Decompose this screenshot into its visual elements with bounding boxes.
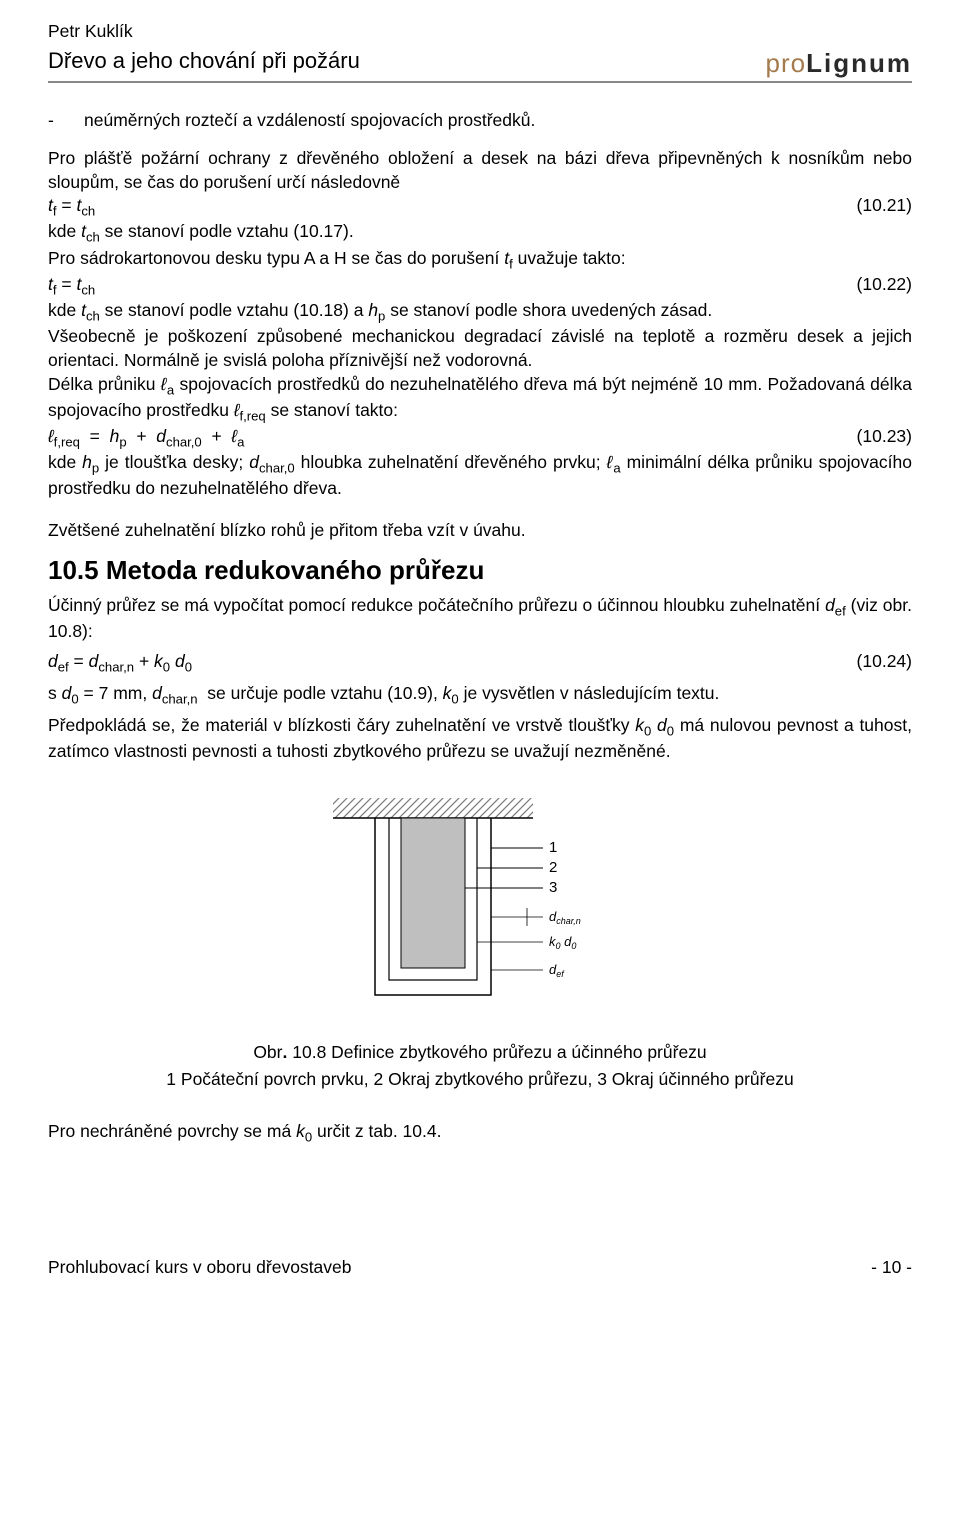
author-name: Petr Kuklík <box>48 20 912 44</box>
bullet-list-item: - neúměrných roztečí a vzdáleností spojo… <box>48 109 912 133</box>
paragraph-13: Pro nechráněné povrchy se má k0 určit z … <box>48 1120 912 1146</box>
fig-label-1: 1 <box>549 839 557 856</box>
p6a: Délka průniku <box>48 374 161 394</box>
brand-lignum: Lignum <box>806 48 912 78</box>
equation-10-22: tf = tch (10.22) <box>48 273 912 299</box>
page-footer: Prohlubovací kurs v oboru dřevostaveb - … <box>48 1256 912 1280</box>
eq-number: (10.24) <box>857 650 912 674</box>
doc-title: Dřevo a jeho chování při požáru <box>48 46 360 76</box>
figure-subcaption: 1 Počáteční povrch prvku, 2 Okraj zbytko… <box>48 1068 912 1092</box>
paragraph-10: Účinný průřez se má vypočítat pomocí red… <box>48 594 912 644</box>
page-header: Petr Kuklík Dřevo a jeho chování při pož… <box>48 20 912 83</box>
fig-label-def: def <box>549 962 565 979</box>
paragraph-6: Délka průniku ℓa spojovacích prostředků … <box>48 373 912 425</box>
header-row: Dřevo a jeho chování při požáru proLignu… <box>48 46 912 84</box>
paragraph-1: Pro plášťě požární ochrany z dřevěného o… <box>48 147 912 194</box>
eq-number: (10.23) <box>857 425 912 449</box>
brand-logo: proLignum <box>766 46 912 81</box>
equation-10-24: def = dchar,n + k0 d0 (10.24) <box>48 650 912 676</box>
equation-10-21: tf = tch (10.21) <box>48 194 912 220</box>
footer-page-number: - 10 - <box>871 1256 912 1280</box>
p7b: se stanoví takto: <box>266 400 398 420</box>
paragraph-11: s d0 = 7 mm, dchar,n se určuje podle vzt… <box>48 682 912 708</box>
section-heading-10-5: 10.5 Metoda redukovaného průřezu <box>48 553 912 588</box>
eq-number: (10.22) <box>857 273 912 297</box>
eq-lhs: def = dchar,n + k0 d0 <box>48 650 192 676</box>
figure-10-8: 1 2 3 dchar,n k0 d0 def Obr. 10.8 Defini… <box>48 790 912 1092</box>
bullet-text: neúměrných roztečí a vzdáleností spojova… <box>84 109 912 133</box>
eq-lhs: tf = tch <box>48 273 95 299</box>
paragraph-3: Pro sádrokartonovou desku typu A a H se … <box>48 247 912 273</box>
paragraph-4: kde tch se stanoví podle vztahu (10.18) … <box>48 299 912 325</box>
fig-label-2: 2 <box>549 859 557 876</box>
paragraph-5: Všeobecně je poškození způsobené mechani… <box>48 325 912 372</box>
figure-svg: 1 2 3 dchar,n k0 d0 def <box>315 790 645 1020</box>
brand-pro: pro <box>766 48 807 78</box>
paragraph-12: Předpokládá se, že materiál v blízkosti … <box>48 714 912 764</box>
eq-lhs: ℓf,req = hp + dchar,0 + ℓa <box>48 425 244 451</box>
paragraph-9: Zvětšené zuhelnatění blízko rohů je přit… <box>48 519 912 543</box>
fig-label-3: 3 <box>549 879 557 896</box>
paragraph-8: kde hp je tloušťka desky; dchar,0 hloubk… <box>48 451 912 501</box>
bullet-dash: - <box>48 109 84 133</box>
footer-left: Prohlubovací kurs v oboru dřevostaveb <box>48 1256 352 1280</box>
p6b: spojovacích prostředků do nezuhelnatěléh… <box>174 374 762 394</box>
p8c: hloubka zuhelnatění dřevěného prvku; <box>295 452 607 472</box>
fig-label-k0d0: k0 d0 <box>549 934 576 951</box>
paragraph-2: kde tch se stanoví podle vztahu (10.17). <box>48 220 912 246</box>
eq-number: (10.21) <box>857 194 912 218</box>
eq-lhs: tf = tch <box>48 194 95 220</box>
figure-caption: Obr. 10.8 Definice zbytkového průřezu a … <box>48 1041 912 1065</box>
p8b: je tloušťka desky; <box>99 452 249 472</box>
equation-10-23: ℓf,req = hp + dchar,0 + ℓa (10.23) <box>48 425 912 451</box>
fig-label-dchar: dchar,n <box>549 909 581 926</box>
p8a: kde <box>48 452 82 472</box>
